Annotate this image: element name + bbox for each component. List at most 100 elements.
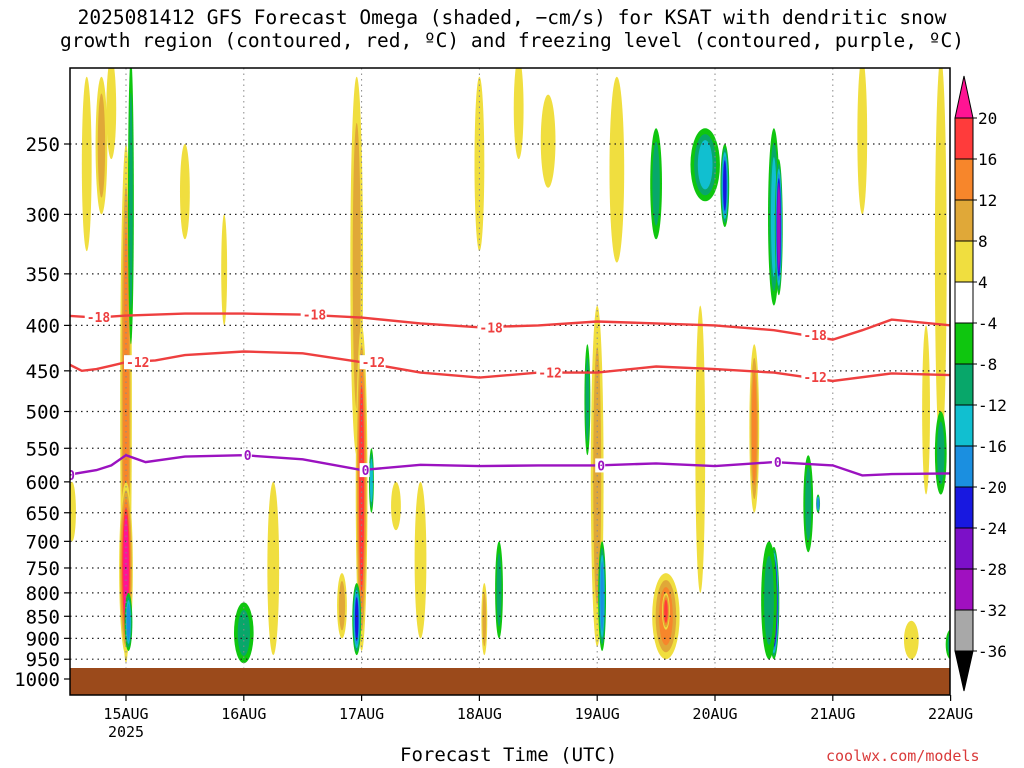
credit-link[interactable]: coolwx.com/models — [826, 747, 980, 765]
omega-cell — [513, 68, 524, 160]
y-tick-label: 800 — [26, 583, 60, 605]
omega-cell — [664, 599, 668, 623]
x-axis-title: Forecast Time (UTC) — [400, 744, 618, 766]
omega-shading — [70, 68, 950, 664]
x-tick-label: 22AUG — [928, 705, 973, 723]
omega-cell — [600, 561, 604, 631]
omega-cell — [474, 76, 485, 252]
omega-cell — [922, 325, 930, 495]
contour-label-bg — [801, 369, 828, 384]
colorbar-label: -8 — [978, 355, 997, 374]
omega-cell — [359, 384, 365, 592]
omega-cell — [482, 591, 487, 647]
y-tick-label: 250 — [26, 134, 60, 156]
contour-label: -18 — [87, 311, 111, 326]
colorbar-label: -4 — [978, 314, 997, 333]
y-tick-label: 650 — [26, 503, 60, 525]
colorbar-segment — [954, 281, 974, 324]
omega-cell — [697, 140, 713, 190]
y-axis: 2503003504004505005506006507007508008509… — [14, 134, 70, 691]
omega-cell — [764, 555, 774, 645]
omega-cell — [352, 122, 361, 410]
omega-cell — [391, 481, 401, 531]
contour-label-bg — [241, 448, 252, 463]
colorbar-label: 8 — [978, 232, 988, 251]
colorbar-label: -36 — [978, 642, 1007, 661]
y-tick-label: 350 — [26, 264, 60, 286]
omega-cell — [237, 609, 250, 656]
x-tick-label: 20AUG — [692, 705, 737, 723]
omega-cell — [354, 597, 359, 642]
title-line-1: 2025081412 GFS Forecast Omega (shaded, −… — [77, 6, 947, 29]
omega-cell — [816, 497, 820, 510]
colorbar-label: -20 — [978, 478, 1007, 497]
contour-label: -18 — [479, 321, 503, 336]
contour-label: -12 — [362, 356, 385, 371]
colorbar-segment — [954, 240, 974, 283]
x-tick-label: 15AUG — [103, 705, 148, 723]
y-tick-label: 850 — [26, 606, 60, 628]
contour-label-bg — [359, 355, 386, 370]
contour-label-bg — [300, 307, 327, 322]
chart-title: 2025081412 GFS Forecast Omega (shaded, −… — [0, 6, 1024, 52]
y-tick-label: 600 — [26, 472, 60, 494]
omega-cell — [129, 92, 133, 310]
contour-label: 0 — [67, 469, 75, 484]
colorbar-segment — [954, 158, 974, 201]
y-tick-label: 750 — [26, 558, 60, 580]
colorbar-segment — [954, 568, 974, 611]
omega-cell — [338, 581, 346, 631]
terrain-ground — [70, 668, 950, 695]
omega-cell — [81, 76, 92, 252]
omega-cell — [751, 371, 757, 486]
x-tick-label: 18AUG — [457, 705, 502, 723]
contour-label: -12 — [126, 356, 149, 371]
omega-cell — [723, 160, 727, 211]
contour-label: -12 — [803, 371, 826, 386]
colorbar-label: 4 — [978, 273, 988, 292]
contour-0 — [70, 453, 950, 477]
omega-cell — [496, 553, 502, 627]
omega-cell — [903, 620, 919, 660]
y-tick-label: 950 — [26, 649, 60, 671]
colorbar-arrow-bottom — [954, 650, 974, 692]
y-tick-label: 550 — [26, 438, 60, 460]
x-tick-label: 17AUG — [339, 705, 384, 723]
grid-lines — [70, 68, 950, 668]
title-line-2: growth region (contoured, red, ºC) and f… — [60, 29, 964, 52]
omega-cell — [126, 603, 131, 641]
y-tick-label: 900 — [26, 628, 60, 650]
contour-label-bg — [801, 327, 828, 342]
colorbar-label: -24 — [978, 519, 1007, 538]
omega-cell — [97, 93, 106, 198]
x-axis: 15AUG 16AUG 17AUG 18AUG 19AUG 20AUG 21AUG 22AUG… — [103, 695, 973, 741]
contour-label: -18 — [803, 329, 827, 344]
colorbar-label: 16 — [978, 150, 997, 169]
omega-cell — [221, 214, 228, 326]
colorbar-label: 12 — [978, 191, 997, 210]
x-year-label: 2025 — [108, 723, 144, 741]
contour-label: 0 — [774, 456, 782, 471]
contour-label-bg — [477, 320, 504, 335]
omega-cell — [652, 141, 660, 226]
contour-label: 0 — [597, 459, 605, 474]
colorbar-segment — [954, 199, 974, 242]
colorbar-segment — [954, 527, 974, 570]
contour-label-bg — [124, 355, 150, 370]
colorbar-segment — [954, 609, 974, 652]
colorbar-arrow-top — [954, 75, 974, 119]
colorbar-segment — [954, 404, 974, 447]
omega-cell — [937, 421, 945, 485]
colorbar-segment — [954, 117, 974, 160]
omega-cell — [369, 458, 373, 503]
contour-label-bg — [359, 463, 370, 478]
contour-label-bg — [70, 467, 76, 482]
colorbar: 20 16 12 8 4 -4 -8 -12 -16 -20 -24 -28 -32 -36 — [954, 75, 1007, 692]
omega-cell — [695, 305, 706, 593]
omega-cell — [777, 187, 781, 267]
contour-label: 0 — [362, 464, 370, 479]
omega-cell — [540, 94, 556, 188]
colorbar-label: -32 — [978, 601, 1007, 620]
contour-label-bg — [536, 365, 563, 380]
contour--12 — [70, 350, 950, 383]
